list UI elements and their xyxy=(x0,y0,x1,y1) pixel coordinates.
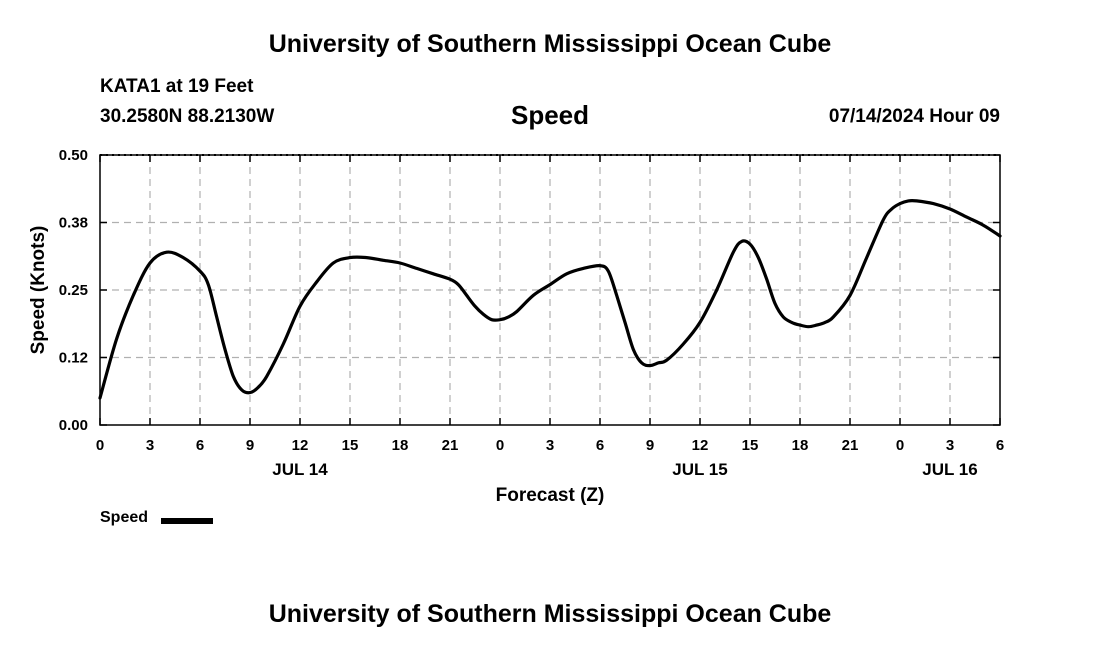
x-tick-label: 0 xyxy=(896,437,904,454)
grid-lines xyxy=(100,155,1000,425)
x-tick-label: 9 xyxy=(646,437,654,454)
x-tick-label: 6 xyxy=(596,437,604,454)
x-tick-label: 12 xyxy=(292,437,309,454)
y-tick-label: 0.00 xyxy=(59,417,88,434)
x-tick-label: 21 xyxy=(842,437,859,454)
date-label: JUL 14 xyxy=(272,460,328,479)
x-tick-label: 15 xyxy=(342,437,359,454)
y-tick-label: 0.50 xyxy=(59,147,88,164)
x-tick-label: 21 xyxy=(442,437,459,454)
axis-labels: 0 3 6 9 12 15 18 21 0 3 6 9 12 15 18 21 0 3 6 0.00 0.12 0.25 0… xyxy=(59,147,1004,479)
x-tick-label: 0 xyxy=(96,437,104,454)
x-tick-label: 15 xyxy=(742,437,759,454)
x-tick-label: 3 xyxy=(146,437,154,454)
date-label: JUL 15 xyxy=(672,460,727,479)
x-tick-label: 12 xyxy=(692,437,709,454)
series-group xyxy=(98,198,1002,400)
x-axis-label: Forecast (Z) xyxy=(496,485,605,506)
x-tick-label: 3 xyxy=(546,437,554,454)
legend-swatch xyxy=(161,518,213,524)
x-tick-label: 18 xyxy=(392,437,409,454)
x-tick-label: 3 xyxy=(946,437,954,454)
footer-title: University of Southern Mississippi Ocean… xyxy=(268,600,832,628)
legend-label: Speed xyxy=(100,509,149,526)
station-label: KATA1 at 19 Feet xyxy=(100,76,254,97)
y-tick-label: 0.12 xyxy=(59,350,88,367)
x-tick-label: 6 xyxy=(996,437,1004,454)
x-tick-label: 9 xyxy=(246,437,254,454)
datetime-label: 07/14/2024 Hour 09 xyxy=(828,106,1000,127)
y-tick-label: 0.38 xyxy=(59,215,88,232)
chart-title: Speed xyxy=(510,100,590,130)
y-axis-label: Speed (Knots) xyxy=(28,226,49,355)
axis-ticks xyxy=(99,154,1001,426)
page-title: University of Southern Mississippi Ocean… xyxy=(268,30,832,58)
coordinates-label: 30.2580N 88.2130W xyxy=(100,106,275,127)
series-line-speed xyxy=(98,198,1002,400)
x-tick-label: 0 xyxy=(496,437,504,454)
y-tick-label: 0.25 xyxy=(59,282,88,299)
x-tick-label: 18 xyxy=(792,437,809,454)
date-label: JUL 16 xyxy=(922,460,977,479)
x-tick-label: 6 xyxy=(196,437,204,454)
